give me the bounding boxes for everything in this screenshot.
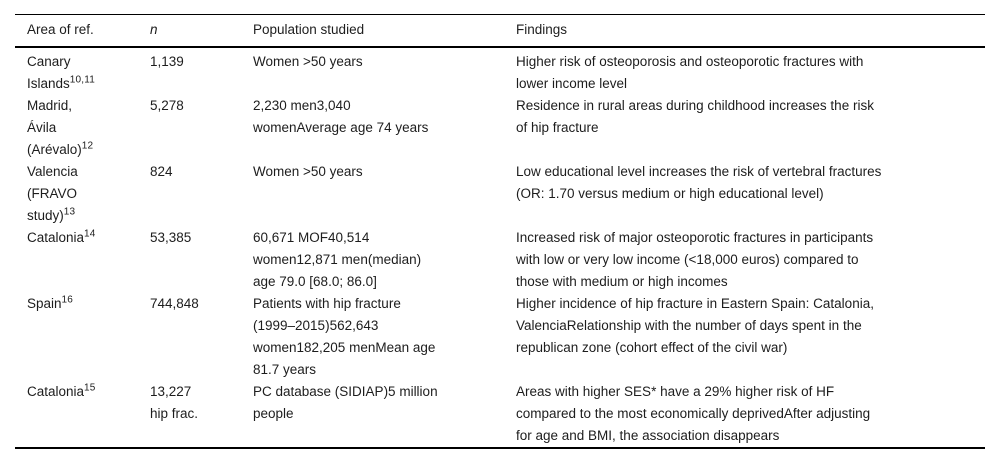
- population-text: Women >50 years: [253, 164, 363, 179]
- cell-population: PC database (SIDIAP)5 million people: [253, 381, 516, 448]
- table-row: Valencia (FRAVO study)13 824 Women >50 y…: [15, 161, 985, 227]
- findings-text: Increased risk of major osteoporotic fra…: [516, 230, 874, 289]
- cell-findings: Low educational level increases the risk…: [516, 161, 985, 227]
- area-name: Spain: [27, 296, 62, 311]
- area-name: Valencia (FRAVO study): [27, 164, 78, 223]
- cell-findings: Residence in rural areas during childhoo…: [516, 95, 985, 161]
- reference-superscript: 14: [84, 228, 96, 240]
- area-name: Catalonia: [27, 384, 85, 399]
- column-header-population: Population studied: [253, 14, 516, 48]
- column-header-findings: Findings: [516, 14, 985, 48]
- findings-text: Higher risk of osteoporosis and osteopor…: [516, 54, 864, 91]
- findings-text: Areas with higher SES* have a 29% higher…: [516, 384, 871, 443]
- cell-area: Catalonia14: [15, 227, 150, 293]
- reference-superscript: 10,11: [69, 74, 96, 86]
- findings-text: Residence in rural areas during childhoo…: [516, 98, 874, 135]
- table-row: Spain16 744,848 Patients with hip fractu…: [15, 293, 985, 381]
- findings-text: Low educational level increases the risk…: [516, 164, 882, 201]
- studies-table-container: Area of ref. n Population studied Findin…: [15, 14, 985, 449]
- n-value: 744,848: [150, 296, 199, 311]
- area-name: Canary Islands: [27, 54, 71, 91]
- n-value: 1,139: [150, 54, 184, 69]
- cell-area: Valencia (FRAVO study)13: [15, 161, 150, 227]
- area-name: Catalonia: [27, 230, 85, 245]
- reference-superscript: 13: [63, 206, 76, 218]
- cell-findings: Increased risk of major osteoporotic fra…: [516, 227, 985, 293]
- reference-superscript: 16: [61, 294, 74, 306]
- n-value: 5,278: [150, 98, 184, 113]
- cell-population: Women >50 years: [253, 47, 516, 95]
- cell-area: Spain16: [15, 293, 150, 381]
- population-text: 2,230 men3,040 womenAverage age 74 years: [253, 98, 429, 135]
- cell-population: 2,230 men3,040 womenAverage age 74 years: [253, 95, 516, 161]
- cell-findings: Higher risk of osteoporosis and osteopor…: [516, 47, 985, 95]
- header-row: Area of ref. n Population studied Findin…: [15, 14, 985, 48]
- table-row: Catalonia14 53,385 60,671 MOF40,514 wome…: [15, 227, 985, 293]
- table-row: Madrid, Ávila (Arévalo)12 5,278 2,230 me…: [15, 95, 985, 161]
- table-row: Catalonia15 13,227 hip frac. PC database…: [15, 381, 985, 448]
- cell-area: Catalonia15: [15, 381, 150, 448]
- cell-findings: Higher incidence of hip fracture in East…: [516, 293, 985, 381]
- cell-n: 53,385: [150, 227, 253, 293]
- cell-population: Women >50 years: [253, 161, 516, 227]
- table-header: Area of ref. n Population studied Findin…: [15, 14, 985, 48]
- population-text: Patients with hip fracture (1999–2015)56…: [253, 296, 436, 377]
- cell-n: 1,139: [150, 47, 253, 95]
- table-body: Canary Islands10,11 1,139 Women >50 year…: [15, 47, 985, 448]
- cell-population: Patients with hip fracture (1999–2015)56…: [253, 293, 516, 381]
- column-header-n: n: [150, 14, 253, 48]
- area-name: Madrid, Ávila (Arévalo): [27, 98, 82, 157]
- n-value: 53,385: [150, 230, 192, 245]
- cell-findings: Areas with higher SES* have a 29% higher…: [516, 381, 985, 448]
- cell-area: Madrid, Ávila (Arévalo)12: [15, 95, 150, 161]
- n-value: 824: [150, 164, 173, 179]
- cell-population: 60,671 MOF40,514 women12,871 men(median)…: [253, 227, 516, 293]
- cell-n: 5,278: [150, 95, 253, 161]
- cell-n: 824: [150, 161, 253, 227]
- cell-n: 744,848: [150, 293, 253, 381]
- studies-table: Area of ref. n Population studied Findin…: [15, 14, 985, 449]
- population-text: PC database (SIDIAP)5 million people: [253, 384, 438, 421]
- table-row: Canary Islands10,11 1,139 Women >50 year…: [15, 47, 985, 95]
- population-text: Women >50 years: [253, 54, 363, 69]
- column-header-area: Area of ref.: [15, 14, 150, 48]
- cell-area: Canary Islands10,11: [15, 47, 150, 95]
- findings-text: Higher incidence of hip fracture in East…: [516, 296, 874, 355]
- population-text: 60,671 MOF40,514 women12,871 men(median)…: [253, 230, 422, 289]
- reference-superscript: 15: [84, 382, 96, 394]
- reference-superscript: 12: [81, 140, 94, 152]
- cell-n: 13,227 hip frac.: [150, 381, 253, 448]
- n-value: 13,227 hip frac.: [150, 384, 199, 421]
